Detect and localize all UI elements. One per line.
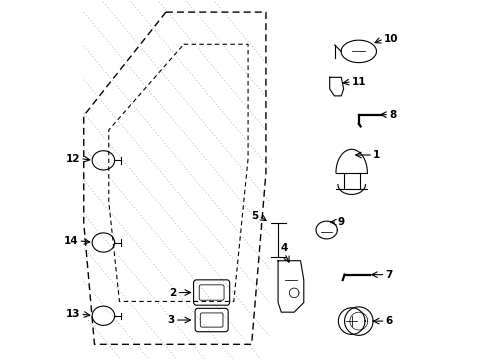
Text: 10: 10 xyxy=(383,34,398,44)
Text: 8: 8 xyxy=(388,110,396,120)
Text: 2: 2 xyxy=(169,288,176,297)
Text: 9: 9 xyxy=(337,217,344,227)
Text: 3: 3 xyxy=(167,315,175,325)
Text: 14: 14 xyxy=(63,236,78,246)
Text: 6: 6 xyxy=(385,316,392,326)
Text: 12: 12 xyxy=(65,154,80,163)
Text: 7: 7 xyxy=(385,270,392,280)
Text: 4: 4 xyxy=(280,243,287,253)
Text: 13: 13 xyxy=(65,309,80,319)
Text: 5: 5 xyxy=(251,211,258,221)
Text: 1: 1 xyxy=(372,150,380,160)
Text: 11: 11 xyxy=(351,77,366,87)
